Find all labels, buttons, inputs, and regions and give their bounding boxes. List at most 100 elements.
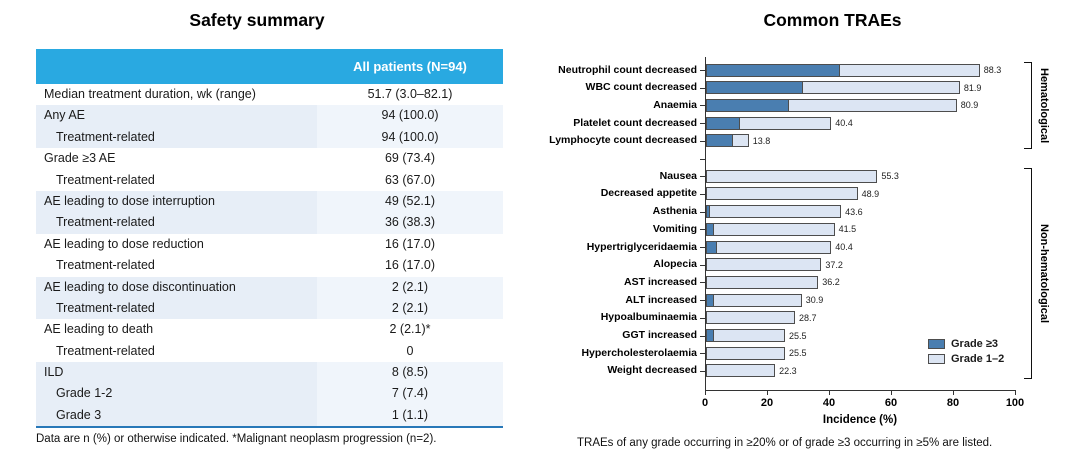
stacked-bar (706, 346, 786, 360)
category-axis-tick (700, 264, 705, 266)
bar-category-label: GGT increased (622, 329, 697, 341)
grade12-swatch-icon (928, 354, 945, 364)
bar-value-label: 28.7 (798, 312, 817, 323)
table-row: Treatment-related 36 (38.3) (36, 212, 503, 234)
bar-category-label: Hypercholesterolaemia (581, 346, 697, 359)
x-axis-line (705, 390, 1016, 391)
table-row: AE leading to dose discontinuation 2 (2.1… (36, 276, 503, 298)
grade3-segment (707, 99, 790, 111)
stacked-bar (706, 329, 786, 342)
y-axis-line (705, 57, 706, 390)
stacked-bar (706, 98, 957, 112)
bar-value-label: 48.9 (861, 188, 880, 199)
row-value: 94 (100.0) (317, 105, 503, 127)
table-row: Treatment-related 0 (36, 341, 503, 362)
row-value: 63 (67.0) (384, 172, 436, 187)
x-axis-tick-label: 80 (946, 397, 960, 409)
common-traes-title: Common TRAEs (763, 10, 902, 30)
row-value: 8 (8.5) (317, 362, 503, 384)
row-label: AE leading to dose reduction (44, 236, 204, 251)
group-bracket (1024, 168, 1032, 379)
row-label: Treatment-related (36, 126, 317, 149)
category-axis-tick (700, 282, 705, 284)
row-value: 2 (2.1) (317, 276, 503, 298)
grade3-segment (707, 223, 714, 235)
x-axis-tick (1015, 390, 1016, 395)
category-axis-tick (700, 247, 705, 248)
bar-value-label: 36.2 (822, 277, 840, 288)
category-axis-tick (700, 70, 705, 71)
bar-category-label: Nausea (659, 169, 697, 182)
bar-category-label: WBC count decreased (585, 81, 697, 94)
grade3-segment (707, 82, 804, 94)
category-axis-tick (700, 370, 705, 372)
bar-category-label: Weight decreased (607, 364, 697, 377)
row-label: AE leading to dose interruption (36, 190, 317, 213)
category-axis-tick (700, 353, 705, 355)
table-row: Grade 1-2 7 (7.4) (36, 383, 503, 405)
x-axis-tick (953, 390, 954, 395)
x-axis-tick (829, 390, 830, 395)
category-axis-tick (700, 229, 705, 231)
grade3-segment (707, 241, 717, 253)
category-axis-tick (700, 211, 705, 213)
x-axis-tick (705, 390, 706, 395)
grade3-segment (707, 206, 711, 218)
x-axis-tick-label: 20 (760, 397, 774, 409)
row-label: Treatment-related (56, 343, 155, 358)
row-label: Median treatment duration, wk (range) (44, 87, 256, 101)
common-traes-panel: Common TRAEs Incidence (%) Grade ≥3 Grad… (540, 0, 1080, 456)
bar-category-label: Hypertriglyceridaemia (586, 240, 697, 253)
table-row: Median treatment duration, wk (range) 51.… (36, 84, 503, 105)
grade3-swatch-icon (928, 339, 945, 349)
row-value: 2 (2.1)* (389, 322, 431, 337)
category-axis-tick (700, 176, 705, 178)
row-value: 36 (38.3) (317, 212, 503, 234)
stacked-bar (706, 81, 960, 95)
category-axis-tick (700, 300, 705, 302)
table-row: Treatment-related 16 (17.0) (36, 255, 503, 276)
table-row: AE leading to death 2 (2.1)* (36, 319, 503, 340)
row-value: 51.7 (3.0–82.1) (367, 87, 453, 101)
row-label: Grade 3 (36, 404, 317, 427)
bar-value-label: 40.4 (835, 242, 853, 252)
category-axis-tick (700, 193, 705, 195)
category-axis-tick (700, 140, 705, 142)
safety-summary-title: Safety summary (189, 10, 325, 30)
category-axis-tick (700, 87, 705, 89)
bar-category-label: Lymphocyte count decreased (549, 134, 697, 147)
row-label: Treatment-related (36, 212, 317, 234)
table-footnote: Data are n (%) or otherwise indicated. *… (36, 433, 437, 445)
x-axis-tick-label: 100 (1005, 397, 1025, 409)
bar-category-label: Asthenia (652, 205, 697, 218)
row-value: 7 (7.4) (317, 383, 503, 405)
legend-label-grade12: Grade 1–2 (951, 353, 1005, 365)
row-value: 94 (100.0) (317, 126, 503, 149)
category-axis-tick (700, 158, 705, 160)
stacked-bar (706, 275, 819, 289)
table-row: AE leading to dose interruption 49 (52.1) (36, 190, 503, 213)
bar-category-label: Platelet count decreased (573, 116, 697, 129)
bar-value-label: 41.5 (838, 224, 857, 235)
bar-value-label: 40.4 (835, 118, 853, 129)
legend-label-grade3: Grade ≥3 (951, 338, 999, 350)
table-row: Treatment-related 63 (67.0) (36, 170, 503, 191)
row-value: 1 (1.1) (317, 404, 503, 427)
row-label: AE leading to death (44, 322, 154, 337)
stacked-bar (706, 63, 980, 77)
category-axis-tick (700, 317, 705, 319)
table-row: Treatment-related 2 (2.1) (36, 297, 503, 320)
group-bracket-label: Non-hematological (1038, 224, 1050, 324)
legend-item-grade12: Grade 1–2 (928, 353, 1004, 365)
stacked-bar (706, 205, 842, 219)
bar-value-label: 88.3 (983, 65, 1002, 75)
stacked-bar (706, 293, 802, 307)
row-value: 69 (73.4) (384, 151, 436, 166)
table-row: Treatment-related 94 (100.0) (36, 126, 503, 149)
row-label: Any AE (36, 105, 317, 127)
stacked-bar (706, 187, 858, 201)
row-value: 16 (17.0) (384, 258, 436, 273)
row-label: AE leading to dose discontinuation (36, 276, 317, 298)
bar-value-label: 37.2 (825, 259, 843, 270)
